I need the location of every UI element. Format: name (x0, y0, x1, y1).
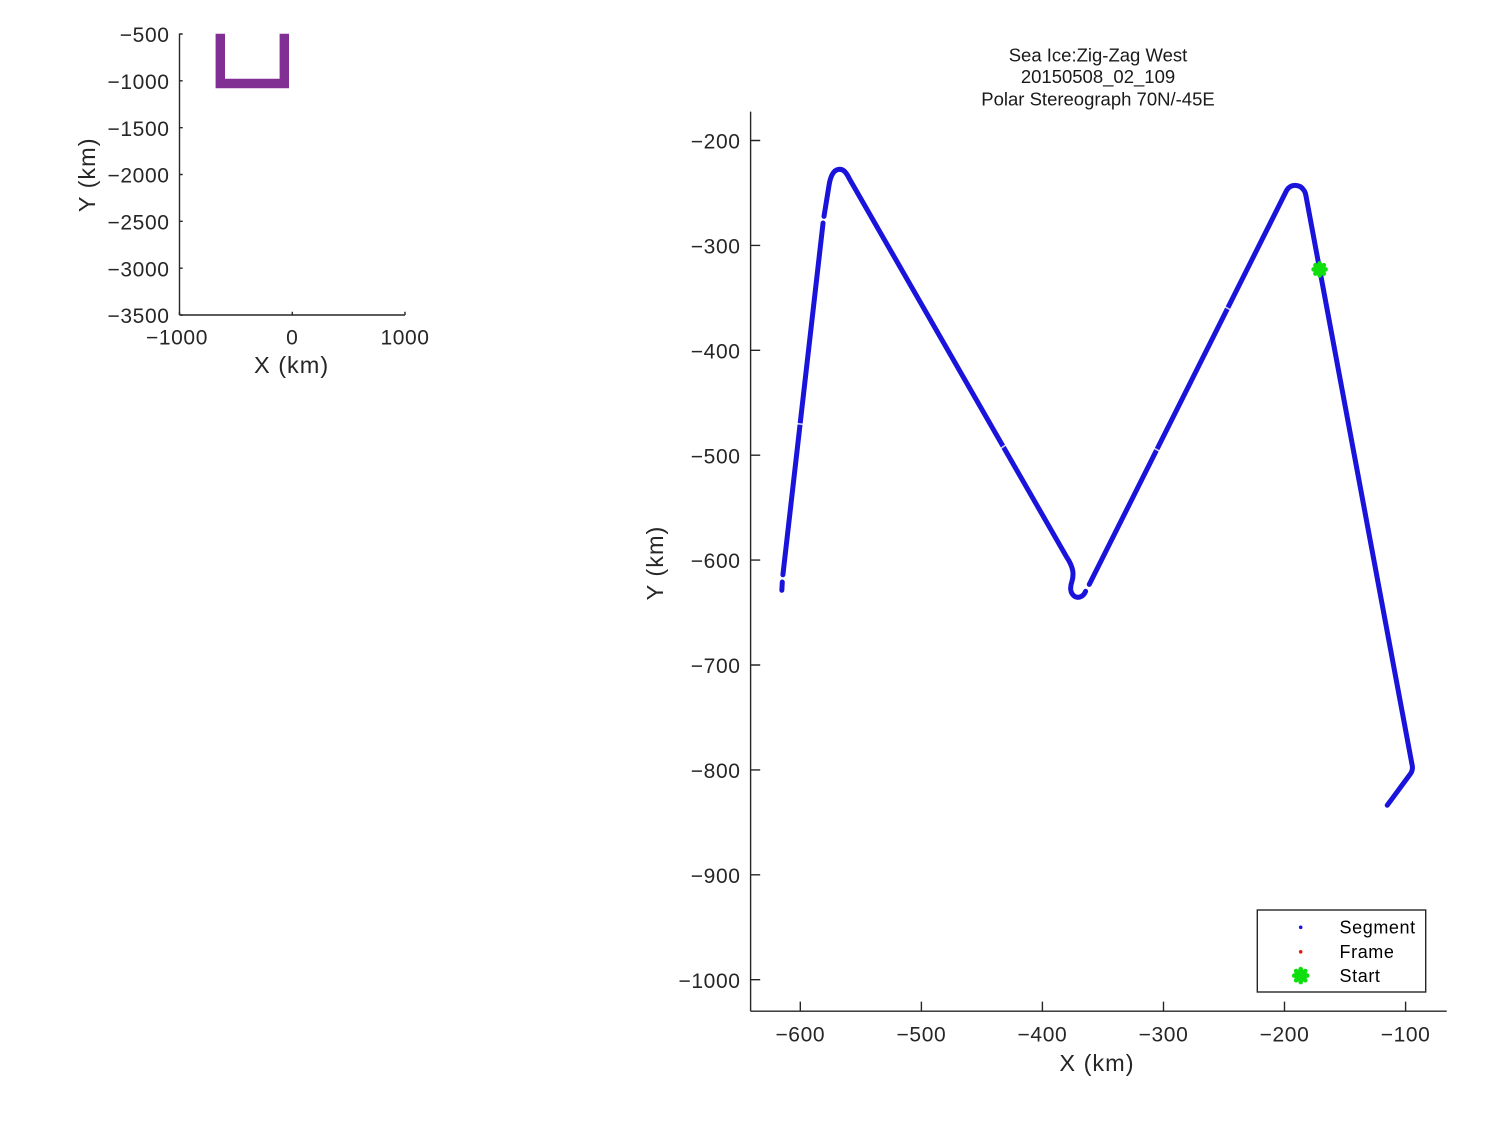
svg-text:−200: −200 (691, 131, 741, 154)
svg-text:−500: −500 (120, 24, 170, 47)
svg-text:20150508_02_109: 20150508_02_109 (1021, 66, 1175, 88)
svg-text:−1000: −1000 (108, 71, 170, 94)
svg-text:Polar Stereograph 70N/-45E: Polar Stereograph 70N/-45E (981, 88, 1214, 109)
svg-text:Frame: Frame (1340, 942, 1395, 962)
svg-text:−200: −200 (1260, 1023, 1310, 1046)
svg-text:1000: 1000 (380, 326, 429, 349)
svg-text:−3000: −3000 (108, 258, 170, 281)
svg-text:−600: −600 (775, 1023, 825, 1046)
svg-text:−400: −400 (691, 340, 741, 363)
svg-text:Y (km): Y (km) (74, 137, 100, 212)
svg-text:X (km): X (km) (254, 352, 329, 378)
svg-text:−3500: −3500 (108, 305, 170, 328)
svg-text:−500: −500 (691, 445, 741, 468)
svg-text:−900: −900 (691, 865, 741, 888)
svg-text:−100: −100 (1381, 1023, 1431, 1046)
svg-text:−2000: −2000 (108, 165, 170, 188)
svg-text:−1000: −1000 (146, 326, 208, 349)
svg-text:−800: −800 (691, 760, 741, 783)
svg-text:−500: −500 (897, 1023, 947, 1046)
svg-text:−1000: −1000 (679, 970, 741, 993)
svg-text:Segment: Segment (1340, 918, 1416, 938)
svg-text:Y (km): Y (km) (642, 526, 668, 601)
svg-text:Start: Start (1340, 966, 1381, 986)
svg-text:X (km): X (km) (1059, 1050, 1134, 1076)
svg-text:−300: −300 (691, 236, 741, 259)
svg-text:−2500: −2500 (108, 211, 170, 234)
svg-text:0: 0 (286, 326, 298, 349)
svg-text:Sea Ice:Zig-Zag West: Sea Ice:Zig-Zag West (1009, 45, 1188, 66)
svg-text:−400: −400 (1018, 1023, 1068, 1046)
svg-text:−600: −600 (691, 550, 741, 573)
svg-text:−700: −700 (691, 655, 741, 678)
svg-text:−300: −300 (1139, 1023, 1189, 1046)
svg-text:−1500: −1500 (108, 118, 170, 141)
